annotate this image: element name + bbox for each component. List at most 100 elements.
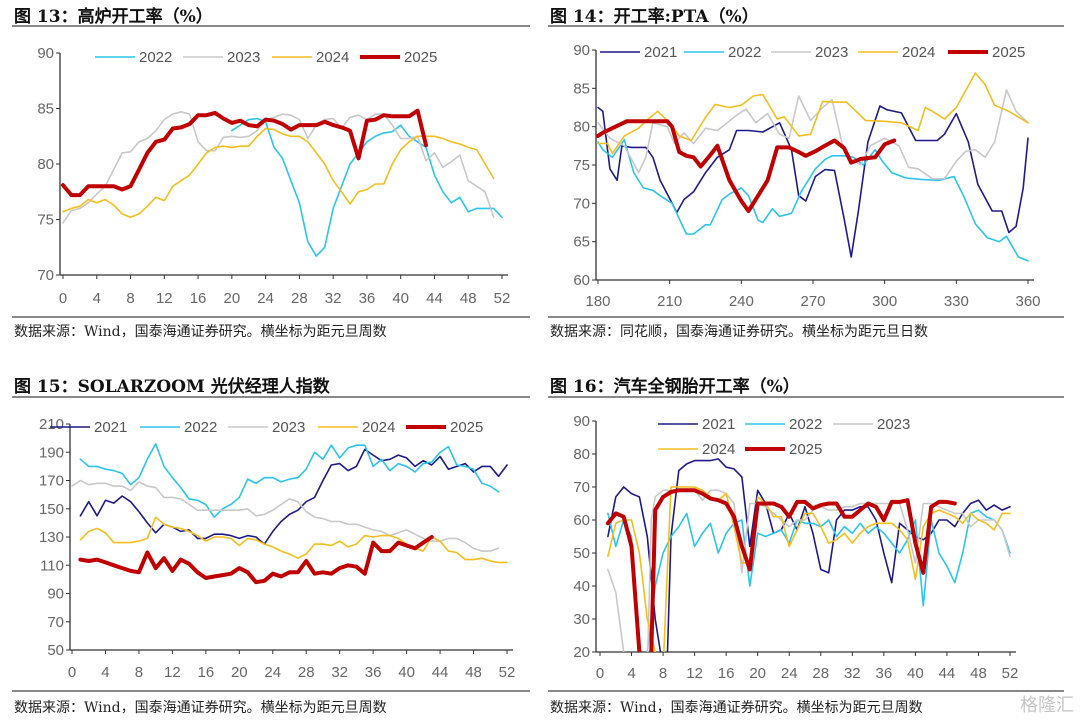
x-tick-label: 0 [68, 664, 76, 681]
x-tick-label: 24 [781, 665, 798, 682]
chart15-title: 图 15：SOLARZOOM 光伏经理人指数 [14, 377, 330, 397]
x-tick-label: 52 [494, 290, 511, 307]
y-tick-label: 85 [37, 101, 54, 118]
x-tick-label: 32 [331, 664, 348, 681]
y-tick-label: 60 [573, 272, 590, 289]
chart14-title: 图 14：开工率:PTA（%） [550, 7, 759, 27]
chart13-source: 数据来源：Wind，国泰海通证券研究。横坐标为距元旦周数 [14, 324, 387, 340]
legend-label-2023: 2023 [877, 416, 910, 433]
y-tick-label: 80 [573, 446, 590, 463]
x-tick-label: 20 [231, 664, 248, 681]
y-tick-label: 20 [573, 644, 590, 661]
x-tick-label: 16 [190, 290, 207, 307]
chart16-title: 图 16：汽车全钢胎开工率（%） [550, 377, 800, 397]
chart13-title-rule [12, 25, 530, 27]
legend-label-2025: 2025 [450, 419, 483, 436]
x-tick-label: 20 [224, 290, 241, 307]
chart14-title-rule [548, 25, 1064, 27]
x-tick-label: 32 [325, 290, 342, 307]
y-tick-label: 65 [573, 234, 590, 251]
x-tick-label: 48 [460, 290, 477, 307]
y-tick-label: 50 [573, 545, 590, 562]
x-tick-label: 32 [844, 665, 861, 682]
x-tick-label: 330 [944, 293, 969, 310]
x-tick-label: 4 [101, 664, 109, 681]
x-tick-label: 44 [426, 290, 443, 307]
x-tick-label: 16 [718, 665, 735, 682]
legend-label-2022: 2022 [184, 419, 217, 436]
y-tick-label: 40 [573, 578, 590, 595]
y-tick-label: 85 [573, 80, 590, 97]
x-tick-label: 12 [686, 665, 703, 682]
y-tick-label: 90 [573, 413, 590, 430]
x-tick-label: 40 [392, 290, 409, 307]
chart13-title: 图 13：高炉开工率（%） [14, 7, 213, 27]
x-tick-label: 44 [939, 665, 956, 682]
series-group [605, 458, 1011, 652]
x-tick-label: 240 [729, 293, 754, 310]
y-tick-label: 70 [47, 614, 64, 631]
y-tick-label: 210 [39, 416, 64, 433]
y-tick-label: 90 [47, 586, 64, 603]
series-line-2021 [597, 105, 1029, 258]
legend-label-2022: 2022 [728, 44, 761, 61]
x-tick-label: 36 [365, 664, 382, 681]
x-tick-label: 300 [872, 293, 897, 310]
x-tick-label: 28 [812, 665, 829, 682]
y-tick-label: 50 [47, 642, 64, 659]
x-tick-label: 4 [93, 290, 101, 307]
y-tick-label: 75 [573, 157, 590, 174]
series-line-2023 [71, 479, 500, 552]
x-tick-label: 8 [135, 664, 143, 681]
legend-label-2024: 2024 [702, 441, 735, 458]
series-line-2022 [231, 117, 503, 257]
series-group [71, 442, 508, 585]
y-tick-label: 90 [573, 42, 590, 59]
x-tick-label: 52 [1002, 665, 1019, 682]
y-tick-label: 90 [37, 45, 54, 62]
series-line-2024 [607, 486, 1011, 652]
series-line-2024 [62, 127, 495, 219]
y-tick-label: 30 [573, 611, 590, 628]
x-tick-label: 12 [156, 290, 173, 307]
legend-label-2022: 2022 [789, 416, 822, 433]
x-tick-label: 8 [126, 290, 134, 307]
y-tick-label: 150 [39, 501, 64, 518]
series-line-2023 [62, 111, 495, 224]
series-group [596, 72, 1029, 262]
chart15-title-rule [12, 396, 530, 398]
chart16-title-rule [548, 396, 1064, 398]
x-tick-label: 40 [398, 664, 415, 681]
series-line-2025 [605, 488, 957, 652]
x-tick-label: 24 [257, 290, 274, 307]
series-line-2023 [597, 89, 1029, 180]
legend-label-2021: 2021 [702, 416, 735, 433]
legend-label-2025: 2025 [404, 49, 437, 66]
y-tick-label: 170 [39, 473, 64, 490]
series-line-2021 [79, 448, 508, 545]
chart16-source: 数据来源：Wind，国泰海通证券研究。横坐标为距元旦周数 [550, 700, 923, 716]
series-line-2025 [61, 108, 428, 198]
x-tick-label: 44 [432, 664, 449, 681]
chart15-footer-rule [12, 690, 530, 692]
legend-label-2024: 2024 [316, 49, 349, 66]
y-tick-label: 110 [40, 557, 64, 574]
y-tick-label: 130 [39, 529, 64, 546]
chart16-footer-rule [548, 690, 1064, 692]
chart-2: 60 65 70 75 80 85 90 180 210 240 270 300 330 360 2021 2… [573, 42, 1040, 310]
chart13-footer-rule [12, 316, 530, 318]
legend-label-2024: 2024 [902, 44, 935, 61]
legend-label-2021: 2021 [644, 44, 677, 61]
watermark-logo: 格隆汇 [1020, 695, 1074, 716]
legend-label-2024: 2024 [362, 419, 395, 436]
y-tick-label: 190 [39, 444, 64, 461]
series-line-2025 [596, 119, 897, 213]
series-group [61, 108, 503, 257]
legend-label-2022: 2022 [139, 49, 172, 66]
series-line-2022 [79, 442, 500, 519]
series-line-2024 [79, 516, 508, 564]
x-tick-label: 270 [800, 293, 825, 310]
legend-label-2023: 2023 [272, 419, 305, 436]
